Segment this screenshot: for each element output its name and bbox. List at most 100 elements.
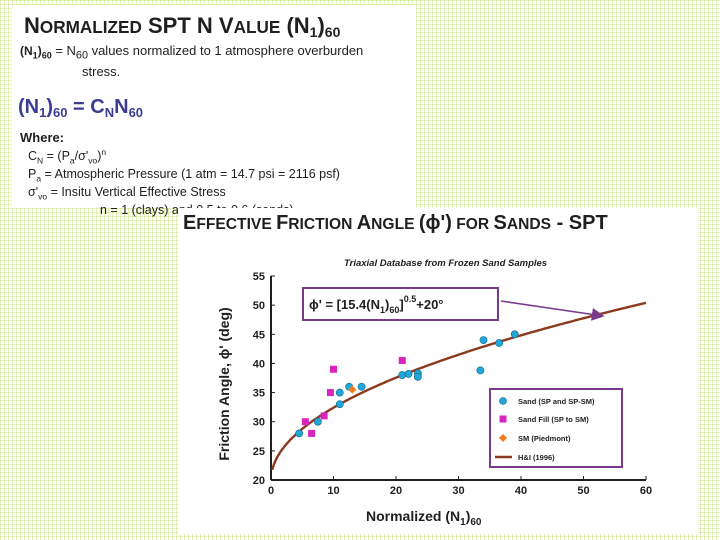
title-part: FOR	[451, 216, 494, 233]
sand-fill-point	[320, 412, 328, 420]
title-part: E	[183, 212, 197, 234]
sand-point	[510, 330, 519, 339]
title-part: - SPT	[551, 212, 608, 234]
formula-part: )	[46, 96, 54, 118]
normalized-spt-panel: NORMALIZED SPT N VALUE (N1)60 (N1)60 = N…	[12, 5, 416, 217]
sand-point	[295, 429, 304, 438]
curve-layer	[271, 301, 647, 471]
def-text: stress.	[82, 63, 121, 79]
def-part: P	[28, 167, 37, 182]
def-part: = Atmospheric Pressure (1 atm = 14.7 psi…	[41, 167, 340, 182]
def-part: σ'	[28, 185, 39, 200]
legend-label-sm: SM (Piedmont)	[518, 434, 571, 443]
legend-marker-sand-fill	[499, 415, 507, 423]
y-tick-label: 35	[253, 388, 265, 400]
normalization-formula: (N1)60 = CNN60	[18, 96, 143, 120]
y-tick-label: 20	[253, 475, 265, 487]
y-axis-title: Friction Angle, ϕ' (deg)	[216, 307, 232, 460]
sand-fill-point	[301, 418, 309, 426]
title-part: FFECTIVE	[196, 216, 277, 233]
equation-box: ϕ' = [15.4(N1)60]0.5+20°	[302, 287, 499, 321]
hi-1996-curve	[271, 301, 647, 471]
x-title-part: )	[466, 508, 471, 524]
title-part: (N	[286, 13, 310, 38]
legend-label-sand-fill: Sand Fill (SP to SM)	[518, 415, 589, 424]
def-text: values normalized to 1 atmosphere overbu…	[87, 43, 364, 58]
def-sub: a	[36, 173, 42, 184]
def-part: )	[97, 149, 102, 164]
chart-title: Triaxial Database from Frozen Sand Sampl…	[344, 258, 547, 269]
sand-point	[357, 382, 366, 391]
x-tick-label: 40	[515, 485, 527, 497]
legend: Sand (SP and SP-SM) Sand Fill (SP to SM)…	[489, 388, 623, 468]
equation-frame	[302, 287, 499, 321]
formula-part: N	[114, 96, 129, 118]
title-part: (ϕ')	[418, 212, 452, 234]
formula-part: = C	[67, 96, 105, 118]
x-tick-label: 60	[640, 485, 652, 497]
x-title-sub: 1	[460, 517, 466, 528]
x-title-part: Normalized (N	[366, 508, 460, 524]
x-axis-title: Normalized (N1)60	[366, 508, 482, 528]
def-text: = N	[51, 43, 76, 58]
eq-part: +20°	[416, 297, 443, 312]
sm-piedmont-point	[348, 385, 357, 394]
def-part: = (P	[43, 149, 70, 164]
sand-point	[413, 372, 422, 381]
def-sub: 60	[75, 49, 88, 62]
def-sub: vo	[38, 191, 48, 202]
formula-sub: 1	[39, 105, 47, 120]
title-part: S	[493, 212, 507, 234]
legend-marker-sand	[499, 397, 507, 405]
sand-point	[479, 336, 488, 345]
def-sub: vo	[88, 155, 98, 166]
sand-fill-point	[398, 357, 406, 365]
sand-point	[495, 339, 504, 347]
sand-point	[313, 417, 322, 426]
title-sub: 1	[309, 24, 318, 40]
where-definitions: CN = (Pa/σ'vo)n Pa = Atmospheric Pressur…	[28, 146, 340, 218]
eq-part: ]	[399, 297, 403, 312]
def-sub: 60	[41, 50, 52, 61]
y-tick-label: 25	[253, 446, 265, 458]
title-part: A	[356, 212, 372, 234]
def-symbol: )	[37, 44, 42, 58]
friction-angle-title: EFFECTIVE FRICTION ANGLE (ϕ') FOR SANDS …	[183, 212, 608, 235]
x-tick-label: 30	[452, 485, 464, 497]
x-tick-label: 50	[577, 485, 589, 497]
formula-part: (N	[18, 96, 40, 118]
points-layer	[295, 330, 519, 438]
title-part: N	[24, 13, 40, 38]
equation-text: ϕ' = [15.4(N1)60]0.5+20°	[309, 294, 444, 315]
friction-angle-panel: EFFECTIVE FRICTION ANGLE (ϕ') FOR SANDS …	[178, 208, 698, 534]
y-tick-label: 30	[253, 417, 265, 429]
eq-part: = [15.4(N	[322, 297, 380, 312]
equation-arrow	[500, 300, 605, 321]
y-tick-label: 40	[253, 358, 265, 370]
x-tick-label: 0	[268, 485, 274, 497]
sand-point	[335, 388, 344, 397]
title-part: ALUE	[233, 17, 281, 37]
legend-label-curve: H&I (1996)	[518, 453, 555, 462]
eq-sub: 1	[380, 305, 385, 315]
y-tick-label: 55	[253, 271, 265, 283]
eq-sup: 0.5	[404, 294, 417, 304]
definition-text: (N1)60 = N60 values normalized to 1 atmo…	[20, 43, 415, 80]
y-tick-label: 45	[253, 329, 265, 341]
svo-definition: σ'vo = Insitu Vertical Effective Stress	[28, 185, 340, 204]
friction-angle-chart: Triaxial Database from Frozen Sand Sampl…	[216, 258, 652, 528]
eq-sub: 60	[389, 305, 399, 315]
def-part: C	[28, 149, 38, 164]
formula-sub: 60	[128, 105, 144, 120]
where-heading: Where:	[20, 130, 65, 145]
sand-fill-point	[308, 429, 316, 437]
sand-point	[398, 371, 407, 379]
title-part: F	[276, 212, 289, 234]
normalized-spt-title: NORMALIZED SPT N VALUE (N1)60	[24, 13, 340, 40]
def-part: /σ'	[74, 149, 89, 164]
cn-definition: CN = (Pa/σ'vo)n	[28, 146, 340, 168]
def-sub: a	[69, 155, 75, 166]
legend-marker-sm	[499, 434, 507, 442]
title-part: ANDS	[506, 216, 552, 233]
sand-fill-point	[326, 389, 334, 397]
